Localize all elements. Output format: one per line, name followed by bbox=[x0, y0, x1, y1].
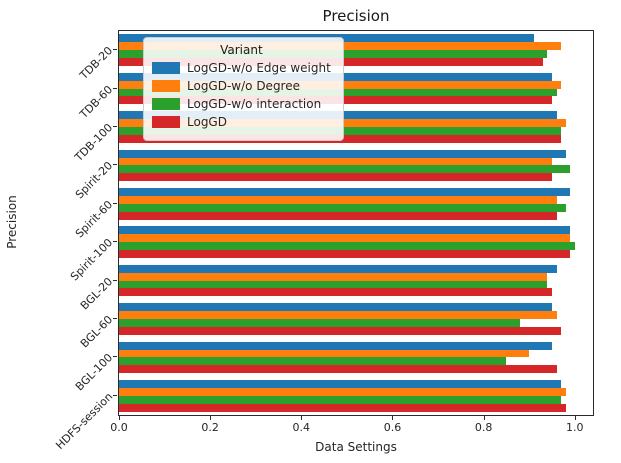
legend-item-label: LogGD-w/o Degree bbox=[187, 79, 300, 93]
bar bbox=[119, 149, 566, 158]
x-axis-label: Data Settings bbox=[315, 440, 397, 454]
bar bbox=[119, 319, 521, 327]
bar bbox=[119, 211, 557, 220]
bar bbox=[119, 303, 552, 312]
x-tick-label: 0.2 bbox=[201, 421, 219, 434]
x-tick-mark bbox=[483, 416, 485, 420]
y-axis-label: Precision bbox=[5, 195, 19, 249]
bar bbox=[119, 165, 571, 174]
legend: Variant LogGD-w/o Edge weight LogGD-w/o D… bbox=[143, 37, 344, 141]
bar bbox=[119, 234, 571, 243]
x-tick-mark bbox=[119, 416, 120, 420]
legend-item: LogGD-w/o Degree bbox=[152, 79, 331, 93]
bar bbox=[119, 349, 530, 358]
y-tick-mark bbox=[113, 87, 117, 89]
bar bbox=[119, 387, 566, 396]
legend-item-label: LogGD-w/o Edge weight bbox=[187, 61, 331, 75]
x-tick-mark bbox=[301, 416, 303, 420]
y-tick-mark bbox=[113, 356, 117, 358]
legend-swatch bbox=[152, 98, 180, 110]
bar bbox=[119, 403, 566, 412]
y-tick-mark bbox=[113, 279, 117, 281]
x-tick-mark bbox=[392, 416, 394, 420]
y-tick-mark bbox=[113, 164, 117, 166]
legend-swatch bbox=[152, 116, 180, 128]
bar bbox=[119, 326, 562, 335]
x-tick-label: 1.0 bbox=[566, 421, 584, 434]
y-tick-mark bbox=[113, 202, 117, 204]
bar bbox=[119, 365, 557, 374]
bar bbox=[119, 280, 548, 289]
bar bbox=[119, 195, 557, 204]
legend-title: Variant bbox=[220, 43, 263, 57]
bar bbox=[119, 357, 507, 366]
bar bbox=[119, 203, 566, 212]
legend-item: LogGD bbox=[152, 115, 331, 129]
bar bbox=[119, 395, 562, 404]
legend-item-label: LogGD-w/o interaction bbox=[187, 97, 322, 111]
x-tick-label: 0.6 bbox=[383, 421, 402, 434]
y-tick-mark bbox=[113, 394, 117, 396]
y-tick-mark bbox=[113, 126, 117, 127]
bar bbox=[119, 173, 552, 182]
bar bbox=[119, 272, 548, 281]
x-tick-label: 0.4 bbox=[292, 421, 311, 434]
bar bbox=[119, 226, 571, 235]
legend-swatch bbox=[152, 62, 180, 74]
legend-item: LogGD-w/o Edge weight bbox=[152, 61, 331, 75]
legend-item-label: LogGD bbox=[187, 115, 227, 129]
y-tick-mark bbox=[113, 241, 117, 243]
x-tick-mark bbox=[574, 416, 576, 420]
x-tick-mark bbox=[210, 416, 212, 420]
bar bbox=[119, 242, 575, 251]
plot-area: Variant LogGD-w/o Edge weight LogGD-w/o D… bbox=[118, 30, 594, 416]
legend-item: LogGD-w/o interaction bbox=[152, 97, 331, 111]
bar bbox=[119, 188, 571, 196]
bar bbox=[119, 250, 571, 258]
bar bbox=[119, 341, 552, 350]
x-tick-label: 0.8 bbox=[474, 421, 493, 434]
bar bbox=[119, 380, 562, 388]
bar bbox=[119, 264, 557, 273]
bar bbox=[119, 157, 552, 166]
chart-title: Precision bbox=[322, 7, 390, 25]
legend-items: LogGD-w/o Edge weight LogGD-w/o Degree Log… bbox=[152, 61, 331, 129]
y-tick-mark bbox=[113, 318, 117, 319]
legend-swatch bbox=[152, 80, 180, 92]
y-tick-mark bbox=[113, 49, 117, 51]
bar bbox=[119, 311, 557, 319]
x-tick-label: 0.0 bbox=[110, 421, 128, 434]
bar bbox=[119, 288, 552, 297]
